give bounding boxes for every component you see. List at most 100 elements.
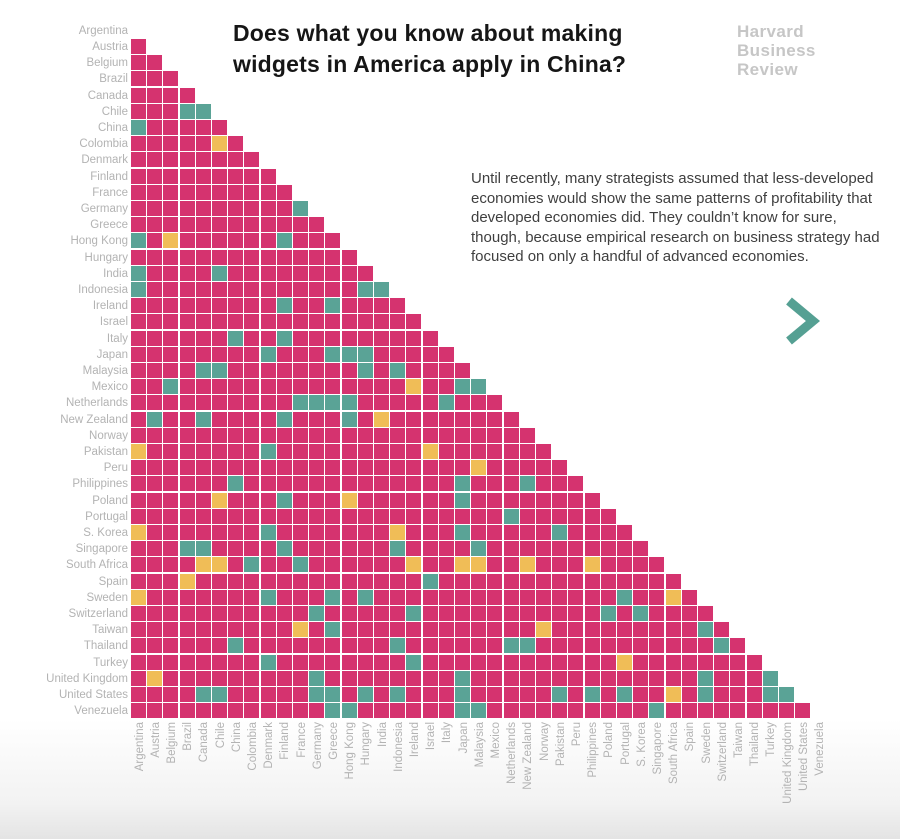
matrix-cell[interactable] <box>536 444 551 459</box>
matrix-cell[interactable] <box>487 687 503 702</box>
matrix-cell[interactable] <box>179 233 195 249</box>
matrix-cell[interactable] <box>552 541 568 557</box>
matrix-cell[interactable] <box>131 363 146 378</box>
matrix-cell[interactable] <box>260 346 276 362</box>
matrix-cell[interactable] <box>309 557 325 573</box>
matrix-cell[interactable] <box>212 427 227 443</box>
matrix-cell[interactable] <box>131 638 146 654</box>
matrix-cell[interactable] <box>422 379 438 395</box>
matrix-cell[interactable] <box>633 654 649 670</box>
matrix-cell[interactable] <box>163 201 179 216</box>
matrix-cell[interactable] <box>260 298 276 314</box>
matrix-cell[interactable] <box>438 492 454 508</box>
matrix-cell[interactable] <box>503 638 519 654</box>
matrix-cell[interactable] <box>422 687 438 702</box>
matrix-cell[interactable] <box>260 606 276 621</box>
matrix-cell[interactable] <box>276 573 292 589</box>
matrix-cell[interactable] <box>406 363 422 378</box>
matrix-cell[interactable] <box>325 525 341 540</box>
matrix-cell[interactable] <box>325 298 341 314</box>
matrix-cell[interactable] <box>746 654 762 670</box>
matrix-cell[interactable] <box>147 71 163 87</box>
matrix-cell[interactable] <box>244 233 260 249</box>
matrix-cell[interactable] <box>455 703 470 719</box>
matrix-cell[interactable] <box>471 573 487 589</box>
matrix-cell[interactable] <box>276 201 292 216</box>
matrix-cell[interactable] <box>293 703 308 719</box>
matrix-cell[interactable] <box>179 136 195 152</box>
matrix-cell[interactable] <box>341 622 357 638</box>
matrix-cell[interactable] <box>552 460 568 476</box>
matrix-cell[interactable] <box>260 638 276 654</box>
matrix-cell[interactable] <box>341 444 357 459</box>
matrix-cell[interactable] <box>681 606 697 621</box>
matrix-cell[interactable] <box>519 492 535 508</box>
matrix-cell[interactable] <box>357 346 373 362</box>
matrix-cell[interactable] <box>519 606 535 621</box>
matrix-cell[interactable] <box>568 622 584 638</box>
matrix-cell[interactable] <box>357 363 373 378</box>
matrix-cell[interactable] <box>131 265 146 281</box>
matrix-cell[interactable] <box>163 638 179 654</box>
matrix-cell[interactable] <box>179 168 195 184</box>
matrix-cell[interactable] <box>341 476 357 492</box>
matrix-cell[interactable] <box>438 654 454 670</box>
matrix-cell[interactable] <box>309 395 325 411</box>
matrix-cell[interactable] <box>552 508 568 524</box>
matrix-cell[interactable] <box>390 557 406 573</box>
matrix-cell[interactable] <box>179 525 195 540</box>
matrix-cell[interactable] <box>276 476 292 492</box>
matrix-cell[interactable] <box>147 654 163 670</box>
matrix-cell[interactable] <box>406 654 422 670</box>
matrix-cell[interactable] <box>309 654 325 670</box>
matrix-cell[interactable] <box>179 346 195 362</box>
matrix-cell[interactable] <box>195 589 211 605</box>
matrix-cell[interactable] <box>131 282 146 297</box>
matrix-cell[interactable] <box>422 557 438 573</box>
matrix-cell[interactable] <box>212 184 227 200</box>
matrix-cell[interactable] <box>147 282 163 297</box>
matrix-cell[interactable] <box>374 427 389 443</box>
matrix-cell[interactable] <box>438 525 454 540</box>
matrix-cell[interactable] <box>260 411 276 427</box>
matrix-cell[interactable] <box>325 573 341 589</box>
matrix-cell[interactable] <box>617 541 632 557</box>
matrix-cell[interactable] <box>455 460 470 476</box>
matrix-cell[interactable] <box>536 541 551 557</box>
matrix-cell[interactable] <box>374 363 389 378</box>
matrix-cell[interactable] <box>309 427 325 443</box>
matrix-cell[interactable] <box>536 622 551 638</box>
matrix-cell[interactable] <box>519 444 535 459</box>
matrix-cell[interactable] <box>503 703 519 719</box>
matrix-cell[interactable] <box>325 314 341 330</box>
matrix-cell[interactable] <box>325 557 341 573</box>
matrix-cell[interactable] <box>568 508 584 524</box>
matrix-cell[interactable] <box>228 622 244 638</box>
matrix-cell[interactable] <box>228 395 244 411</box>
matrix-cell[interactable] <box>276 217 292 233</box>
matrix-cell[interactable] <box>374 379 389 395</box>
matrix-cell[interactable] <box>503 606 519 621</box>
matrix-cell[interactable] <box>746 670 762 686</box>
matrix-cell[interactable] <box>649 606 665 621</box>
matrix-cell[interactable] <box>212 314 227 330</box>
matrix-cell[interactable] <box>455 589 470 605</box>
matrix-cell[interactable] <box>422 330 438 346</box>
matrix-cell[interactable] <box>536 703 551 719</box>
matrix-cell[interactable] <box>212 217 227 233</box>
matrix-cell[interactable] <box>309 282 325 297</box>
matrix-cell[interactable] <box>244 330 260 346</box>
matrix-cell[interactable] <box>422 670 438 686</box>
matrix-cell[interactable] <box>568 541 584 557</box>
matrix-cell[interactable] <box>293 395 308 411</box>
matrix-cell[interactable] <box>163 427 179 443</box>
matrix-cell[interactable] <box>374 573 389 589</box>
matrix-cell[interactable] <box>438 346 454 362</box>
matrix-cell[interactable] <box>357 573 373 589</box>
matrix-cell[interactable] <box>374 411 389 427</box>
matrix-cell[interactable] <box>552 589 568 605</box>
matrix-cell[interactable] <box>293 573 308 589</box>
matrix-cell[interactable] <box>390 492 406 508</box>
matrix-cell[interactable] <box>617 589 632 605</box>
matrix-cell[interactable] <box>325 346 341 362</box>
